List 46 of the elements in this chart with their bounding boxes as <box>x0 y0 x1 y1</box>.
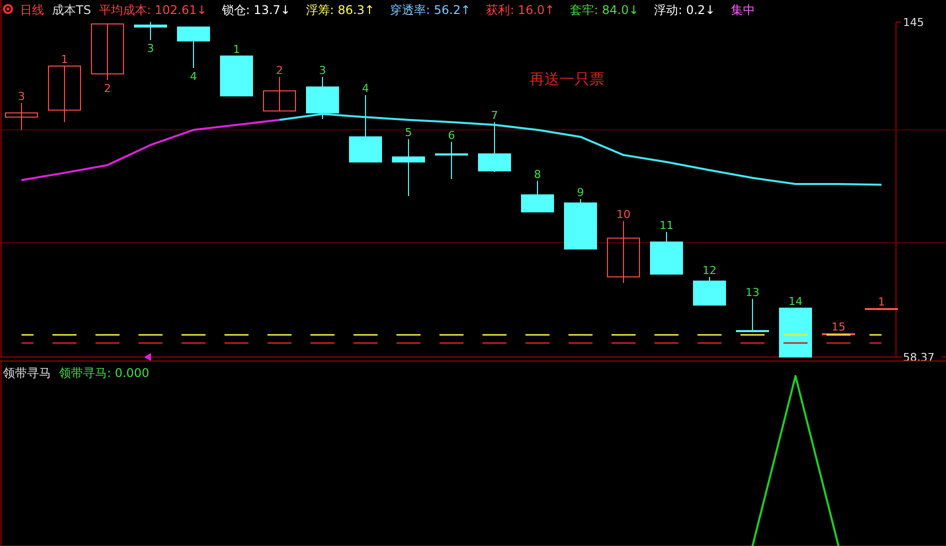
annotation: 领带寻马: 0.000 <box>59 366 150 380</box>
text: 集中 <box>730 3 755 17</box>
text: 1 <box>61 53 68 66</box>
text: 获利: 16.0↑ <box>486 3 555 17</box>
annotation: 再送一只票 <box>530 70 604 88</box>
candlestick <box>392 138 425 197</box>
candlestick <box>435 141 468 180</box>
text: 浮动: 0.2↓ <box>654 3 716 17</box>
text: 10 <box>616 208 630 222</box>
text: 13 <box>746 286 760 299</box>
text: 2 <box>276 64 283 77</box>
text: 4 <box>362 82 369 96</box>
text: 3 <box>147 42 154 56</box>
text: 12 <box>702 264 716 277</box>
text: 浮筹: 86.3↑ <box>306 3 375 17</box>
text: 14 <box>788 295 802 308</box>
chart-title: 日线 <box>20 3 44 17</box>
candlestick <box>91 23 124 81</box>
text: 6 <box>448 128 455 142</box>
candlestick <box>48 66 81 123</box>
candlestick <box>134 22 167 41</box>
text: 5 <box>405 126 412 140</box>
text: 7 <box>491 109 498 122</box>
chart-title: 领带寻马 <box>3 366 51 380</box>
text: 套牢: 84.0↓ <box>570 3 639 17</box>
text: 锁仓: 13.7↓ <box>220 3 290 17</box>
text: 2 <box>104 82 111 96</box>
text: 平均成本: 102.61↓ <box>98 3 207 17</box>
text: 15 <box>832 320 846 334</box>
candlestick <box>263 76 296 112</box>
text: 3 <box>319 64 326 77</box>
candlestick <box>607 220 640 284</box>
text: 1 <box>233 43 240 56</box>
text: 4 <box>190 70 197 84</box>
text: 8 <box>534 168 541 181</box>
text: 11 <box>660 218 674 232</box>
candlestick <box>736 298 769 332</box>
text: 9 <box>577 186 584 200</box>
line-series <box>278 113 882 186</box>
line-series <box>20 118 280 182</box>
candlestick <box>5 102 38 130</box>
y-tick-label: 145 <box>903 16 924 29</box>
chart-subtitle: 成本TS <box>52 3 91 17</box>
text: 穿透率: 56.2↑ <box>390 3 471 17</box>
text: 3 <box>18 90 25 103</box>
text: 1 <box>878 296 885 309</box>
